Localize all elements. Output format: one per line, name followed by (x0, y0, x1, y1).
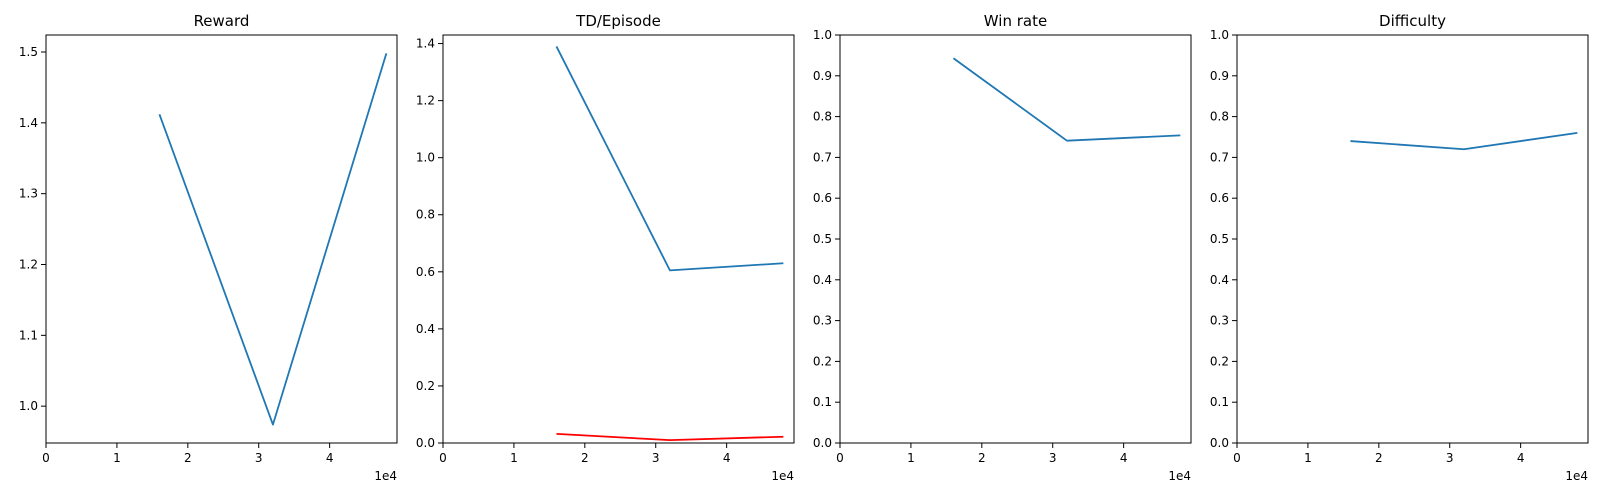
y-tick-label: 0.9 (813, 69, 832, 83)
y-tick-label: 1.0 (813, 28, 832, 42)
x-tick-label: 1 (907, 451, 915, 465)
y-tick-label: 0.5 (1210, 232, 1229, 246)
y-tick-label: 0.7 (813, 150, 832, 164)
x-tick-label: 0 (1233, 451, 1241, 465)
y-tick-label: 0.7 (1210, 150, 1229, 164)
x-tick-label: 3 (1049, 451, 1057, 465)
y-tick-label: 0.6 (1210, 191, 1229, 205)
chart-panel-4: Difficulty 0 1 2 3 4 1e4 0.0 0.1 0.2 0.3 0.4 0.5 0.6 0… (1210, 12, 1589, 483)
x-tick-label: 4 (1120, 451, 1128, 465)
x-tick-label: 0 (439, 451, 447, 465)
x-tick-label: 4 (1517, 451, 1525, 465)
y-tick-label: 0.0 (1210, 436, 1229, 450)
chart-panel-1: Reward 0 1 2 3 4 1e4 1.0 1.1 1.2 1.3 1.4 1.5 (19, 12, 398, 483)
y-tick-label: 1.3 (19, 187, 38, 201)
y-tick-label: 1.2 (19, 258, 38, 272)
x-offset-label: 1e4 (374, 469, 397, 483)
chart-title: TD/Episode (575, 12, 661, 30)
x-tick-label: 3 (255, 451, 263, 465)
y-tick-label: 0.4 (1210, 273, 1229, 287)
x-tick-label: 2 (581, 451, 589, 465)
y-tick-label: 0.6 (813, 191, 832, 205)
y-tick-label: 1.0 (19, 399, 38, 413)
y-tick-label: 0.1 (813, 395, 832, 409)
axes-frame (1236, 34, 1589, 444)
y-tick-label: 0.8 (1210, 110, 1229, 124)
y-tick-label: 1.5 (19, 45, 38, 59)
series-line-1 (1350, 132, 1578, 151)
series-line-1 (555, 46, 784, 272)
y-tick-label: 0.3 (813, 314, 832, 328)
y-tick-label: 0.6 (416, 265, 435, 279)
y-tick-label: 1.1 (19, 328, 38, 342)
x-tick-label: 1 (113, 451, 121, 465)
axes-frame (442, 34, 795, 444)
y-tick-label: 1.0 (1210, 28, 1229, 42)
x-tick-label: 1 (510, 451, 518, 465)
y-tick-label: 0.5 (813, 232, 832, 246)
y-tick-label: 0.1 (1210, 395, 1229, 409)
x-tick-label: 4 (723, 451, 731, 465)
x-tick-label: 1 (1304, 451, 1312, 465)
chart-panel-3: Win rate 0 1 2 3 4 1e4 0.0 0.1 0.2 0.3 0.4 0.5 0.6 0.7… (813, 12, 1192, 483)
x-tick-label: 0 (42, 451, 50, 465)
y-tick-label: 0.9 (1210, 69, 1229, 83)
x-tick-label: 0 (836, 451, 844, 465)
x-offset-label: 1e4 (771, 469, 794, 483)
chart-title: Difficulty (1379, 12, 1446, 30)
series-line-2 (556, 432, 784, 442)
x-tick-label: 2 (1375, 451, 1383, 465)
y-tick-label: 1.0 (416, 151, 435, 165)
y-tick-label: 0.4 (813, 273, 832, 287)
y-tick-label: 0.3 (1210, 314, 1229, 328)
y-tick-label: 1.4 (416, 37, 435, 51)
y-tick-label: 0.2 (813, 354, 832, 368)
chart-panel-2: TD/Episode 0 1 2 3 4 1e4 0.0 0.2 0.4 0.6 0.8 1.0 1.2 1… (416, 12, 795, 483)
series-line-1 (158, 53, 388, 426)
x-tick-label: 3 (1446, 451, 1454, 465)
x-tick-label: 3 (652, 451, 660, 465)
axes-frame (45, 34, 398, 444)
y-tick-label: 0.8 (813, 110, 832, 124)
x-offset-label: 1e4 (1565, 469, 1588, 483)
series-line-1 (952, 57, 1181, 142)
x-tick-label: 2 (184, 451, 192, 465)
x-tick-label: 2 (978, 451, 986, 465)
x-offset-label: 1e4 (1168, 469, 1191, 483)
y-tick-label: 0.2 (416, 379, 435, 393)
y-tick-label: 1.2 (416, 94, 435, 108)
chart-title: Reward (194, 12, 250, 30)
y-tick-label: 0.2 (1210, 354, 1229, 368)
y-tick-label: 0.0 (813, 436, 832, 450)
y-tick-label: 0.0 (416, 436, 435, 450)
axes-frame (839, 34, 1192, 444)
x-tick-label: 4 (326, 451, 334, 465)
y-tick-label: 0.8 (416, 208, 435, 222)
y-tick-label: 0.4 (416, 322, 435, 336)
chart-title: Win rate (984, 12, 1047, 30)
y-tick-label: 1.4 (19, 116, 38, 130)
